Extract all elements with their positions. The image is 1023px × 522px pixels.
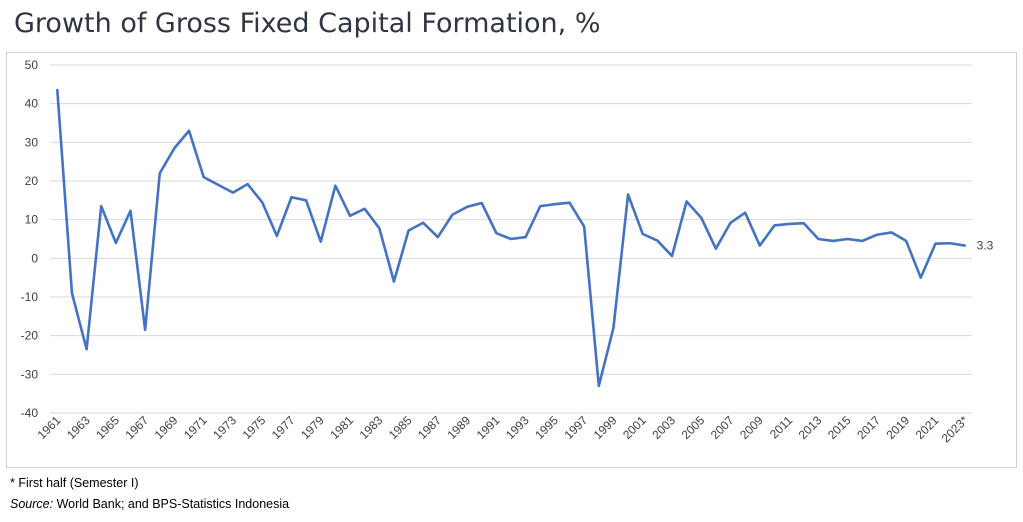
x-tick-label: 2019: [883, 413, 912, 442]
x-tick-label: 1975: [240, 413, 269, 442]
y-tick-label: 50: [25, 58, 39, 72]
gridlines: [50, 64, 972, 414]
x-tick-label: 2015: [825, 413, 854, 442]
footnote: * First half (Semester I): [10, 476, 139, 490]
x-axis-tick-labels: 1961 1963 1965 1967 1969 1971 1973 1975 1977 1979…: [35, 413, 971, 445]
y-tick-label: -10: [21, 290, 39, 304]
x-tick-label: 2013: [796, 413, 825, 442]
y-tick-label: 40: [25, 97, 39, 111]
x-tick-label: 1971: [181, 413, 210, 442]
source-text: World Bank; and BPS-Statistics Indonesia: [53, 497, 290, 511]
x-tick-label: 2007: [708, 413, 737, 442]
annotations: 3.3: [977, 239, 994, 253]
x-tick-label: 2001: [620, 413, 649, 442]
x-tick-label: 2017: [854, 413, 883, 442]
x-tick-label: 1977: [269, 413, 298, 442]
x-tick-label: 1967: [122, 413, 151, 442]
series-layer: [56, 88, 966, 388]
x-tick-label: 2023*: [939, 413, 971, 445]
x-tick-label: 1989: [444, 413, 473, 442]
source-label: Source:: [10, 497, 54, 511]
chart-area: [6, 52, 1017, 468]
x-tick-label: 1987: [415, 413, 444, 442]
x-tick-label: 2003: [649, 413, 678, 442]
x-tick-label: 1963: [64, 413, 93, 442]
x-tick-label: 1985: [386, 413, 415, 442]
series-line: [56, 88, 966, 388]
y-tick-label: 20: [25, 174, 39, 188]
x-tick-label: 1969: [152, 413, 181, 442]
x-tick-label: 1999: [591, 413, 620, 442]
y-tick-label: -40: [21, 406, 39, 420]
x-tick-label: 2021: [913, 413, 942, 442]
x-tick-label: 1979: [298, 413, 327, 442]
x-tick-label: 1997: [562, 413, 591, 442]
y-tick-label: -30: [21, 367, 39, 381]
y-tick-label: 0: [31, 251, 38, 265]
x-tick-label: 1965: [93, 413, 122, 442]
data-label: 3.3: [977, 239, 994, 253]
x-tick-label: 1973: [210, 413, 239, 442]
y-tick-label: 10: [25, 213, 39, 227]
x-tick-label: 2009: [737, 413, 766, 442]
y-tick-label: 30: [25, 135, 39, 149]
chart-title: Growth of Gross Fixed Capital Formation,…: [14, 8, 601, 39]
x-tick-label: 1981: [327, 413, 356, 442]
x-tick-label: 1995: [532, 413, 561, 442]
y-tick-label: -20: [21, 329, 39, 343]
x-tick-label: 1991: [474, 413, 503, 442]
x-tick-label: 2005: [679, 413, 708, 442]
source-note: Source: World Bank; and BPS-Statistics I…: [10, 497, 289, 511]
x-tick-label: 1993: [503, 413, 532, 442]
y-axis-tick-labels: 50 40 30 20 10 0 -10 -20 -30 -40: [21, 58, 39, 420]
x-tick-label: 1983: [357, 413, 386, 442]
x-tick-label: 2011: [767, 413, 795, 441]
x-tick-label: 1961: [35, 413, 64, 442]
